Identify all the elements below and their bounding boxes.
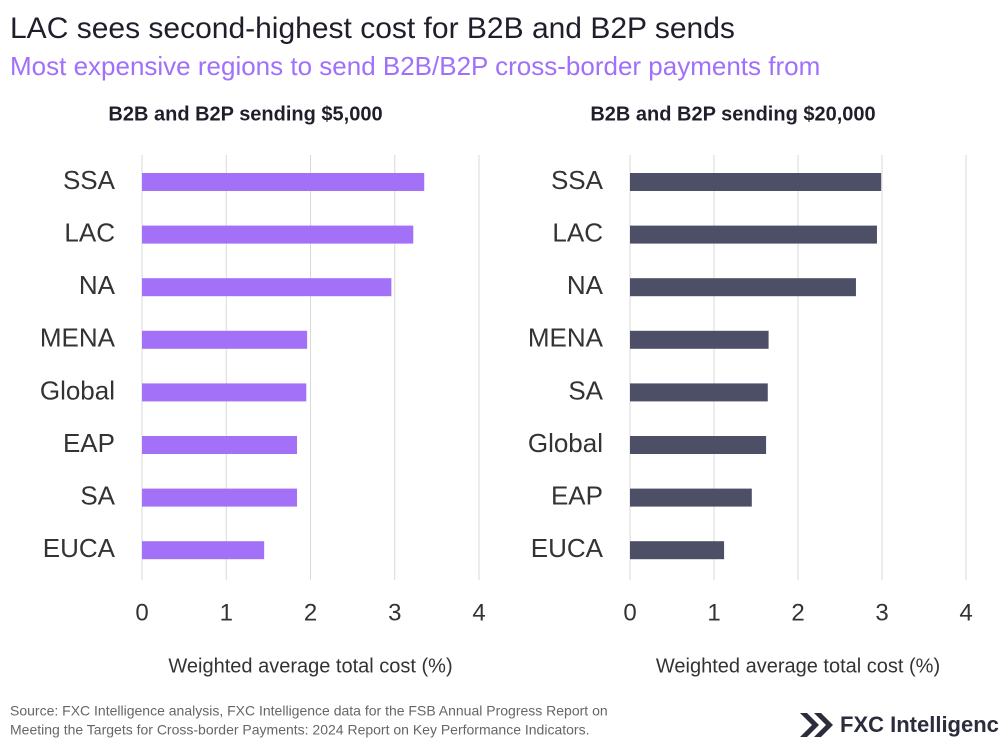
x-axis-label: Weighted average total cost (%) (656, 655, 940, 677)
category-label: Global (528, 428, 603, 458)
bar (630, 488, 752, 507)
bar (142, 330, 308, 349)
category-label: EUCA (43, 533, 116, 563)
x-tick-label: 3 (875, 599, 888, 626)
x-tick-label: 4 (959, 599, 972, 626)
bar (142, 436, 298, 454)
x-tick-label: 4 (472, 599, 485, 626)
bar (630, 330, 769, 349)
bar (142, 225, 414, 244)
x-axis-label: Weighted average total cost (%) (168, 655, 452, 677)
bar (630, 278, 856, 297)
category-label: Global (40, 375, 115, 405)
bar (630, 541, 725, 560)
x-tick-label: 2 (791, 599, 804, 626)
chart-subtitle: Most expensive regions to send B2B/B2P c… (10, 51, 820, 81)
category-label: EAP (63, 428, 115, 458)
x-tick-label: 0 (135, 599, 148, 626)
category-label: LAC (552, 217, 603, 247)
bar (142, 173, 425, 191)
category-label: LAC (64, 217, 115, 247)
category-label: NA (567, 270, 604, 300)
bar (142, 541, 265, 560)
category-label: MENA (528, 323, 604, 353)
category-label: MENA (40, 323, 116, 353)
category-label: SSA (63, 165, 116, 195)
logo-icon (800, 713, 833, 737)
category-label: EUCA (531, 533, 604, 563)
x-tick-label: 1 (220, 599, 233, 626)
bar (142, 278, 392, 297)
panel-title: B2B and B2P sending $5,000 (108, 103, 382, 125)
bar (630, 436, 767, 454)
source-line: Source: FXC Intelligence analysis, FXC I… (10, 703, 608, 719)
source-line: Meeting the Targets for Cross-border Pay… (10, 722, 589, 738)
bar (630, 173, 882, 191)
x-tick-label: 0 (623, 599, 636, 626)
category-label: SSA (551, 165, 604, 195)
category-label: EAP (551, 480, 603, 510)
bar (630, 225, 877, 244)
category-label: SA (568, 375, 603, 405)
chart-title: LAC sees second-highest cost for B2B and… (10, 12, 735, 45)
bar (142, 488, 298, 507)
panel-title: B2B and B2P sending $20,000 (590, 103, 875, 125)
brand-name: FXC Intelligence (840, 712, 999, 737)
bar (142, 383, 307, 402)
category-label: SA (80, 480, 115, 510)
category-label: NA (79, 270, 116, 300)
x-tick-label: 1 (707, 599, 720, 626)
x-tick-label: 2 (304, 599, 317, 626)
brand-logo: FXC Intelligence (800, 712, 999, 737)
bar (630, 383, 768, 402)
x-tick-label: 3 (388, 599, 401, 626)
